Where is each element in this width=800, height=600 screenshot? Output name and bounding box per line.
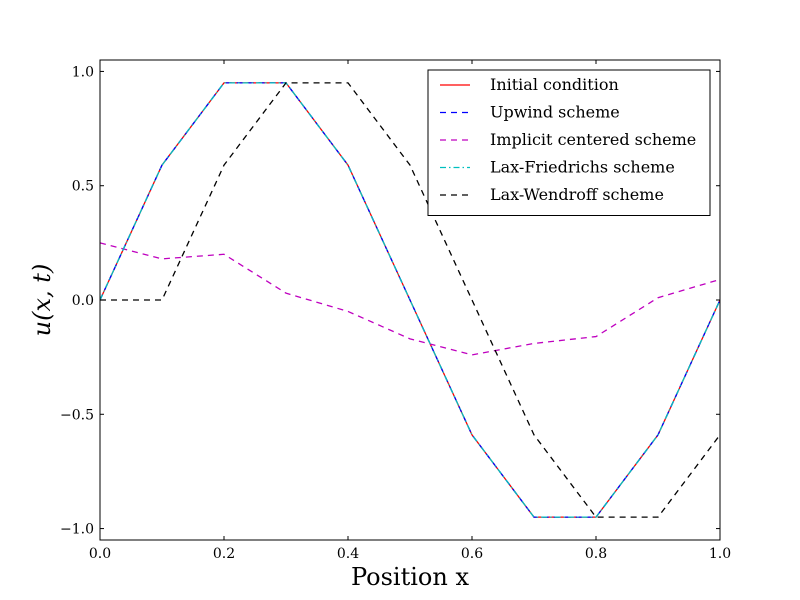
series-line-lax-friedrichs-scheme (99, 82, 721, 518)
x-tick-label: 0.4 (337, 546, 359, 562)
y-tick-label: −0.5 (60, 407, 94, 423)
y-tick-label: 0.5 (72, 179, 94, 195)
legend-label: Initial condition (490, 75, 619, 94)
legend-label: Implicit centered scheme (490, 130, 696, 149)
x-tick-label: 1.0 (709, 546, 731, 562)
x-tick-labels: 0.0 0.2 0.4 0.6 0.8 1.0 (89, 546, 731, 562)
y-axis-title: u(x, t) (28, 264, 56, 337)
series-line-upwind-scheme (99, 82, 721, 518)
x-tick-label: 0.6 (461, 546, 483, 562)
series-line-implicit-centered-scheme (99, 242, 721, 356)
x-axis-title: Position x (351, 563, 469, 591)
legend-label: Lax-Wendroff scheme (490, 185, 664, 204)
legend: Initial condition Upwind scheme Implicit c… (427, 69, 711, 216)
series-line-lax-wendroff-scheme (100, 82, 721, 518)
y-tick-label: −1.0 (60, 522, 94, 538)
legend-box (427, 69, 711, 216)
legend-label: Upwind scheme (490, 103, 620, 122)
plot-lines (99, 82, 721, 518)
y-tick-labels: 1.0 0.5 0.0 −0.5 −1.0 (60, 64, 94, 537)
x-tick-label: 0.2 (213, 546, 235, 562)
x-tick-label: 0.8 (585, 546, 607, 562)
y-tick-label: 0.0 (72, 293, 94, 309)
axis-ticks (99, 60, 721, 540)
x-tick-label: 0.0 (89, 546, 111, 562)
y-tick-label: 1.0 (72, 64, 94, 80)
legend-label: Lax-Friedrichs scheme (490, 158, 675, 177)
